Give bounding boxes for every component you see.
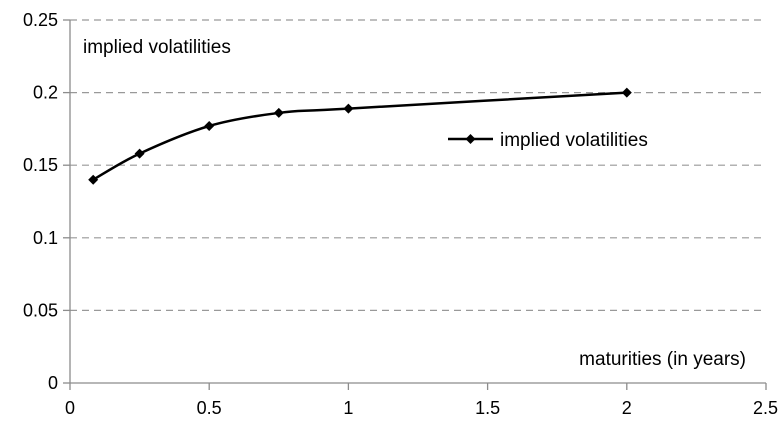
y-tick-label-5: 0.25 <box>23 10 58 30</box>
data-point-0-3 <box>273 107 284 118</box>
axes <box>69 20 766 384</box>
y-tick-label-1: 0.05 <box>23 300 58 320</box>
tick-labels: 0 0.05 0.1 0.15 0.2 0.25 0 0.5 1 1.5 2 2.5 <box>23 10 778 418</box>
data-point-0-0 <box>88 174 99 185</box>
x-tick-label-5: 2.5 <box>753 398 778 418</box>
y-tick-label-4: 0.2 <box>33 83 58 103</box>
y-tick-label-3: 0.15 <box>23 155 58 175</box>
x-tick-label-4: 2 <box>622 398 632 418</box>
gridlines <box>70 19 766 311</box>
x-axis-title: maturities (in years) <box>579 349 746 370</box>
legend: implied volatilities <box>448 130 648 151</box>
data-point-0-1 <box>134 148 145 159</box>
y-axis-title: implied volatilities <box>83 37 231 58</box>
legend-marker-diamond <box>465 134 476 144</box>
x-tick-label-3: 1.5 <box>475 398 500 418</box>
x-tick-label-1: 0.5 <box>197 398 222 418</box>
data-point-0-2 <box>204 120 215 131</box>
data-point-0-5 <box>621 87 632 98</box>
x-tick-label-0: 0 <box>65 398 75 418</box>
data-point-0-4 <box>343 103 354 114</box>
y-tick-label-2: 0.1 <box>33 228 58 248</box>
legend-label: implied volatilities <box>500 130 648 151</box>
series <box>88 87 632 185</box>
y-tick-label-0: 0 <box>48 373 58 393</box>
x-tick-label-2: 1 <box>343 398 353 418</box>
